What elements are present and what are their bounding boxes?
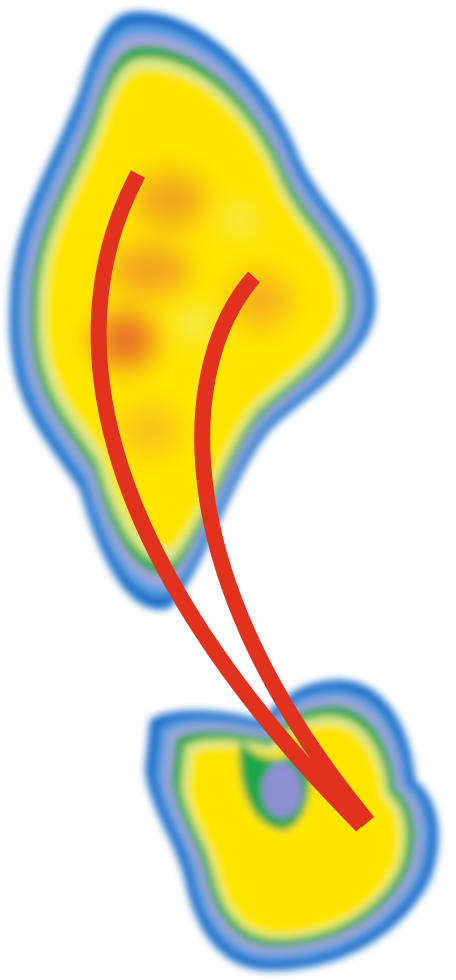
hot-spots — [95, 172, 290, 455]
trajectory-line — [194, 271, 375, 828]
trajectory-lines — [90, 170, 375, 832]
trajectory-line — [90, 170, 368, 832]
upper-region — [9, 11, 376, 610]
